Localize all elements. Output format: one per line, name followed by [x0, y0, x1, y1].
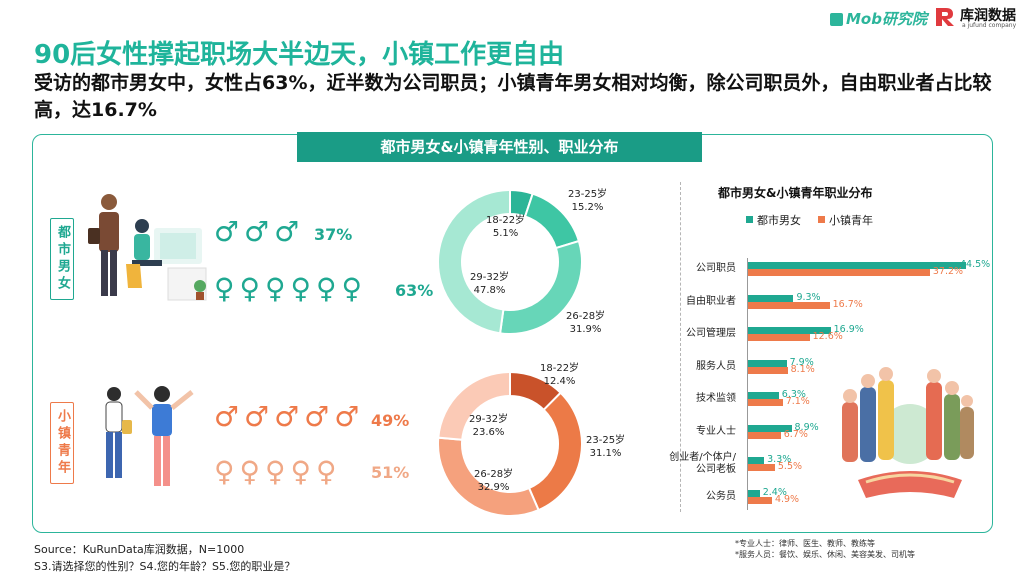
occupation-category-label: 创业者/个体户/ 公司老板: [669, 452, 736, 475]
city-occupation-bar: [748, 262, 966, 269]
occupation-category-label: 服务人员: [696, 360, 736, 372]
city-age-label-18-22: 18-22岁 5.1%: [486, 215, 526, 239]
legend-city: 都市男女: [746, 212, 801, 228]
kurun-logo-subtext: a jufund company: [962, 22, 1017, 29]
divider: [680, 182, 681, 512]
town-group-label: 小镇青年: [50, 402, 74, 484]
legend-town-swatch: [818, 216, 825, 223]
town-youth-illustration: [105, 386, 194, 486]
town-occupation-bar: [748, 334, 810, 341]
city-occupation-value: 7.9%: [789, 356, 814, 368]
legend-city-swatch: [746, 216, 753, 223]
town-age-slice-29-32岁: [437, 370, 511, 441]
footnotes: *专业人士：律师、医生、教师、教练等 *服务人员：餐饮、娱乐、休闲、美容美发、司机…: [735, 539, 915, 559]
city-occupation-value: 44.5%: [960, 259, 991, 270]
city-female-symbols: ♀♀♀♀♀♀: [214, 272, 368, 305]
town-occupation-value: 6.7%: [783, 428, 808, 440]
town-occupation-bar: [748, 431, 781, 439]
city-male-symbols: ♂♂♂: [214, 215, 305, 248]
city-age-donut: [437, 188, 583, 335]
section-banner: 都市男女&小镇青年性别、职业分布: [297, 132, 702, 162]
city-age-slice-29-32岁: [437, 188, 511, 335]
occupation-category-label: 专业人士: [696, 425, 736, 437]
town-age-label-26-28: 26-28岁 32.9%: [474, 469, 514, 493]
occupation-category-label: 技术监领: [696, 393, 736, 404]
city-occupation-value: 16.9%: [833, 324, 864, 335]
town-male-percent: 49%: [371, 411, 410, 430]
town-male-symbols: ♂♂♂♂♂: [214, 400, 365, 433]
city-occupation-value: 9.3%: [796, 291, 821, 303]
mob-logo: Mob研究院: [830, 8, 927, 29]
town-occupation-value: 7.1%: [785, 396, 810, 407]
town-occupation-bar: [748, 464, 775, 471]
city-occupation-value: 8.9%: [794, 421, 819, 433]
town-age-label-29-32: 29-32岁 23.6%: [469, 414, 509, 438]
city-occupation-bar: [748, 457, 765, 464]
town-occupation-bar: [748, 269, 930, 276]
city-female-percent: 63%: [395, 281, 434, 300]
town-occupation-bar: [748, 399, 783, 406]
town-occupation-value: 12.6%: [812, 331, 843, 342]
town-occupation-bar: [748, 366, 788, 374]
city-occupation-value: 3.3%: [767, 454, 792, 465]
town-occupation-value: 16.7%: [832, 298, 863, 310]
city-age-label-23-25: 23-25岁 15.2%: [568, 189, 608, 213]
city-occupation-bar: [748, 327, 831, 334]
town-age-slice-23-25岁: [527, 391, 583, 512]
page-subtitle: 受访的都市男女中，女性占63%，近半数为公司职员；小镇青年男女相对均衡，除公司职…: [34, 72, 992, 121]
occupation-axis: [747, 258, 748, 510]
mob-logo-icon: [830, 13, 843, 26]
occupations-illustration: [842, 367, 974, 498]
town-age-donut: [437, 370, 583, 517]
town-occupation-bar: [748, 301, 830, 309]
occupation-category-label: 公司管理层: [686, 328, 736, 339]
town-occupation-value: 37.2%: [932, 266, 964, 277]
kurun-logo-icon: [936, 8, 954, 26]
kurun-logo: 库润数据: [960, 8, 1016, 24]
occupation-category-label: 公务员: [706, 490, 736, 502]
city-occupation-bar: [748, 424, 792, 432]
city-occupation-bar: [748, 392, 779, 399]
town-occupation-bar: [748, 496, 772, 504]
town-age-label-18-22: 18-22岁 12.4%: [540, 363, 580, 387]
city-office-illustration: [88, 194, 207, 301]
city-group-label: 都市男女: [50, 218, 74, 300]
city-male-percent: 37%: [314, 225, 353, 244]
page-title: 90后女性撑起职场大半边天，小镇工作更自由: [34, 40, 565, 70]
occupation-chart-title: 都市男女&小镇青年职业分布: [718, 186, 873, 200]
town-occupation-value: 8.1%: [790, 363, 815, 375]
town-female-symbols: ♀♀♀♀♀: [214, 455, 342, 488]
town-age-label-23-25: 23-25岁 31.1%: [586, 435, 626, 459]
city-occupation-bar: [748, 489, 760, 497]
town-female-percent: 51%: [371, 463, 410, 482]
city-age-label-29-32: 29-32岁 47.8%: [470, 272, 510, 296]
town-occupation-value: 4.9%: [774, 493, 800, 505]
city-occupation-bar: [748, 359, 787, 367]
town-occupation-value: 5.5%: [777, 461, 803, 472]
city-occupation-value: 6.3%: [781, 389, 806, 400]
legend-town: 小镇青年: [818, 212, 873, 228]
city-occupation-value: 2.4%: [762, 486, 787, 498]
source-text: Source：KuRunData库润数据，N=1000 S3.请选择您的性别？S4…: [34, 543, 296, 573]
occupation-category-label: 公司职员: [696, 263, 736, 274]
occupation-category-label: 自由职业者: [686, 295, 736, 307]
city-age-label-26-28: 26-28岁 31.9%: [566, 311, 606, 335]
city-occupation-bar: [748, 294, 794, 302]
